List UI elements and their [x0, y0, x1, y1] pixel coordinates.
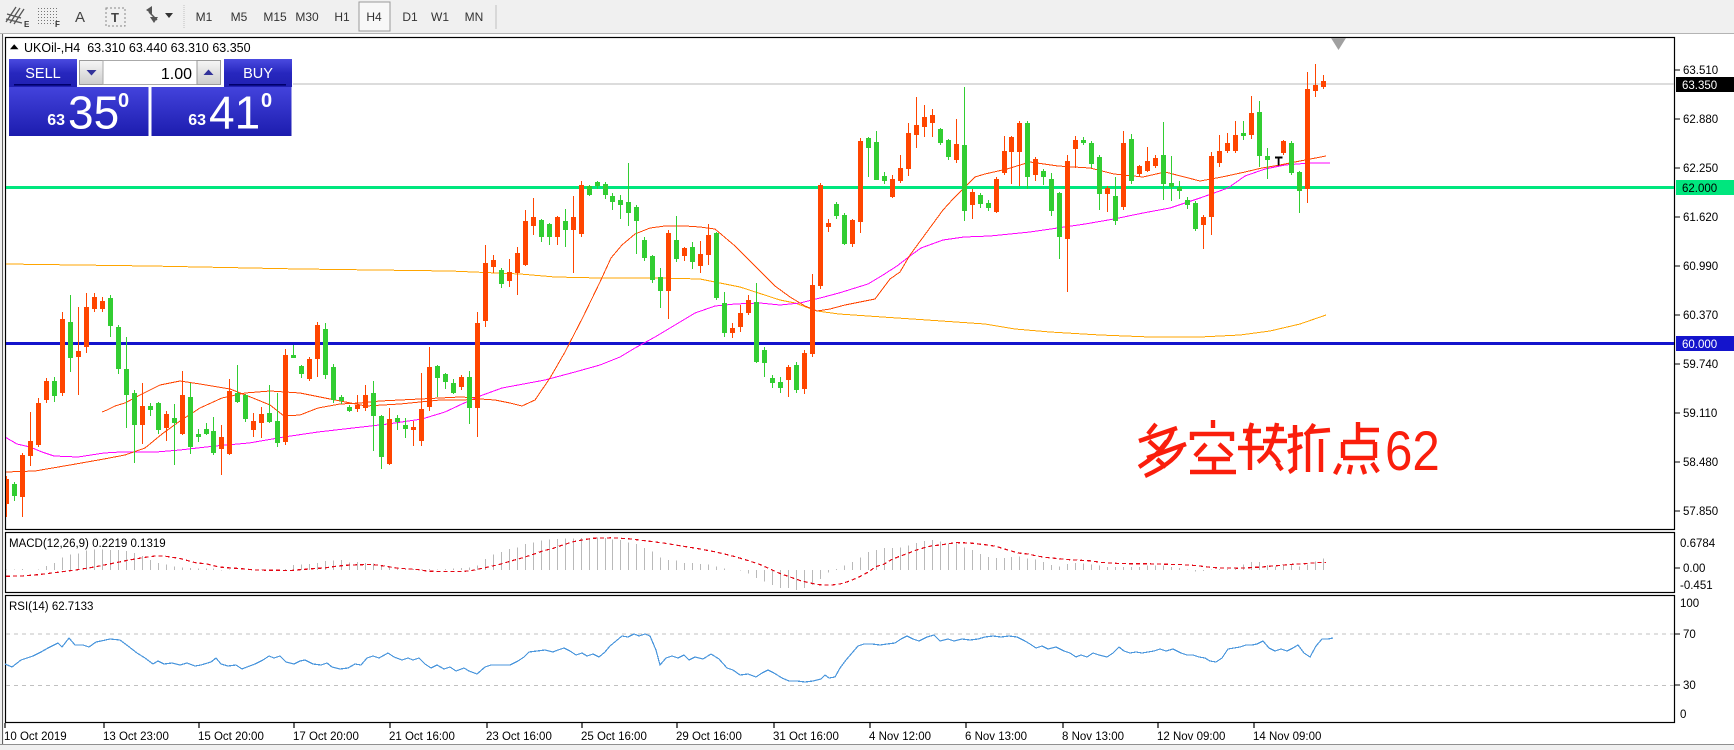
svg-text:63.350: 63.350	[1682, 80, 1717, 92]
svg-text:MACD(12,26,9) 0.2219 0.1319: MACD(12,26,9) 0.2219 0.1319	[9, 538, 166, 550]
svg-text:100: 100	[1680, 598, 1699, 610]
svg-text:25 Oct 16:00: 25 Oct 16:00	[581, 731, 647, 743]
svg-text:4 Nov 12:00: 4 Nov 12:00	[869, 731, 931, 743]
svg-text:A: A	[75, 9, 85, 26]
svg-text:63: 63	[47, 112, 65, 129]
svg-text:60.990: 60.990	[1683, 261, 1718, 273]
svg-text:0.6784: 0.6784	[1680, 538, 1716, 550]
svg-text:70: 70	[1683, 629, 1696, 641]
svg-text:T: T	[111, 10, 119, 25]
svg-text:59.740: 59.740	[1683, 359, 1718, 371]
svg-text:41: 41	[209, 87, 260, 139]
svg-text:W1: W1	[431, 10, 449, 24]
svg-text:61.620: 61.620	[1683, 212, 1718, 224]
svg-text:MN: MN	[465, 10, 484, 24]
svg-text:35: 35	[68, 87, 119, 139]
svg-text:23 Oct 16:00: 23 Oct 16:00	[486, 731, 552, 743]
svg-text:UKOil-,H4 63.310 63.440 63.31: UKOil-,H4 63.310 63.440 63.310 63.350	[24, 41, 251, 55]
svg-text:59.110: 59.110	[1683, 408, 1717, 420]
svg-text:62.000: 62.000	[1682, 183, 1717, 195]
svg-text:63: 63	[188, 112, 206, 129]
svg-text:D1: D1	[402, 10, 418, 24]
svg-text:6 Nov 13:00: 6 Nov 13:00	[965, 731, 1027, 743]
svg-text:H1: H1	[334, 10, 350, 24]
svg-text:RSI(14) 62.7133: RSI(14) 62.7133	[9, 601, 93, 613]
svg-text:58.480: 58.480	[1683, 457, 1718, 469]
svg-text:62.250: 62.250	[1683, 163, 1718, 175]
svg-text:21 Oct 16:00: 21 Oct 16:00	[389, 731, 455, 743]
svg-text:E: E	[24, 20, 30, 29]
svg-text:SELL: SELL	[25, 66, 60, 82]
svg-text:8 Nov 13:00: 8 Nov 13:00	[1062, 731, 1124, 743]
svg-text:BUY: BUY	[243, 66, 273, 82]
svg-text:12 Nov 09:00: 12 Nov 09:00	[1157, 731, 1225, 743]
svg-text:60.000: 60.000	[1682, 339, 1717, 351]
svg-text:30: 30	[1683, 680, 1696, 692]
svg-text:M5: M5	[231, 10, 248, 24]
svg-text:17 Oct 20:00: 17 Oct 20:00	[293, 731, 359, 743]
svg-text:M15: M15	[263, 10, 287, 24]
svg-text:0: 0	[261, 90, 272, 112]
svg-text:15 Oct 20:00: 15 Oct 20:00	[198, 731, 264, 743]
svg-text:-0.451: -0.451	[1680, 580, 1713, 592]
svg-text:31 Oct 16:00: 31 Oct 16:00	[773, 731, 839, 743]
svg-text:63.510: 63.510	[1683, 65, 1718, 77]
svg-text:10 Oct 2019: 10 Oct 2019	[4, 731, 67, 743]
svg-text:1.00: 1.00	[161, 66, 192, 83]
svg-text:H4: H4	[366, 10, 382, 24]
svg-text:13 Oct 23:00: 13 Oct 23:00	[103, 731, 169, 743]
svg-text:14 Nov 09:00: 14 Nov 09:00	[1253, 731, 1321, 743]
svg-text:62: 62	[1385, 420, 1440, 483]
svg-text:60.370: 60.370	[1683, 310, 1718, 322]
svg-text:0: 0	[1680, 709, 1686, 721]
svg-text:0: 0	[118, 90, 129, 112]
svg-text:M30: M30	[295, 10, 319, 24]
svg-text:M1: M1	[196, 10, 213, 24]
svg-text:62.880: 62.880	[1683, 114, 1718, 126]
svg-text:F: F	[55, 20, 60, 29]
svg-text:0.00: 0.00	[1683, 563, 1705, 575]
svg-text:29 Oct 16:00: 29 Oct 16:00	[676, 731, 742, 743]
svg-text:57.850: 57.850	[1683, 506, 1718, 518]
